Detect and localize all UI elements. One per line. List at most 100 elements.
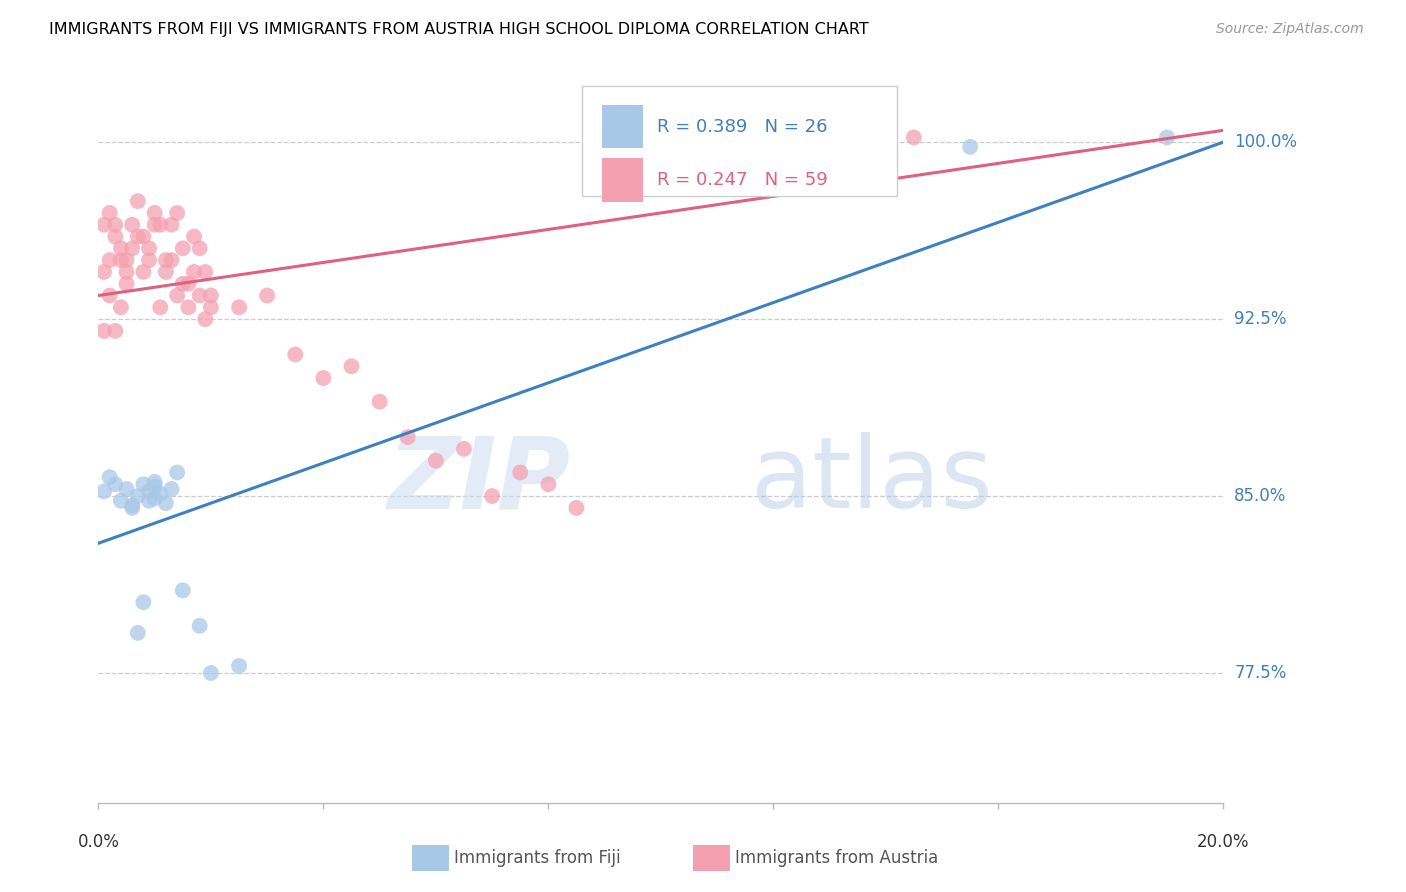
FancyBboxPatch shape (582, 86, 897, 195)
Text: 20.0%: 20.0% (1197, 833, 1250, 851)
Point (177, 277, 200, 291)
Text: 0.0%: 0.0% (77, 833, 120, 851)
Point (98, 206, 121, 220)
Text: R = 0.247   N = 59: R = 0.247 N = 59 (658, 171, 828, 189)
Point (453, 442, 475, 456)
Point (256, 288, 278, 302)
Point (368, 394, 391, 409)
Point (93, 218, 115, 232)
Point (183, 229, 205, 244)
Point (127, 489, 149, 503)
Point (160, 218, 183, 232)
Point (228, 301, 250, 315)
Point (155, 265, 177, 279)
Point (200, 288, 222, 302)
Point (183, 265, 205, 279)
Point (110, 493, 132, 508)
Point (188, 619, 211, 633)
Point (115, 265, 138, 279)
Point (138, 253, 160, 268)
Point (132, 477, 155, 491)
Point (200, 301, 222, 315)
Point (93, 324, 115, 338)
Point (155, 496, 177, 510)
Point (396, 430, 419, 444)
Point (143, 475, 166, 489)
Point (127, 194, 149, 208)
Text: IMMIGRANTS FROM FIJI VS IMMIGRANTS FROM AUSTRIA HIGH SCHOOL DIPLOMA CORRELATION : IMMIGRANTS FROM FIJI VS IMMIGRANTS FROM … (49, 22, 869, 37)
Point (104, 477, 127, 491)
Point (340, 359, 363, 374)
Point (127, 626, 149, 640)
Point (188, 241, 211, 255)
Point (200, 666, 222, 681)
Text: 77.5%: 77.5% (1234, 664, 1286, 682)
Text: Source: ZipAtlas.com: Source: ZipAtlas.com (1216, 22, 1364, 37)
Text: Immigrants from Austria: Immigrants from Austria (735, 849, 939, 867)
Point (104, 218, 127, 232)
Point (160, 253, 183, 268)
Text: ZIP: ZIP (388, 433, 571, 530)
Point (138, 241, 160, 255)
Point (143, 491, 166, 506)
Point (143, 480, 166, 494)
Point (1156, 130, 1178, 145)
Point (425, 453, 447, 467)
Point (132, 229, 155, 244)
Point (115, 253, 138, 268)
Point (98, 253, 121, 268)
FancyBboxPatch shape (602, 159, 643, 202)
Point (110, 301, 132, 315)
Point (110, 253, 132, 268)
Point (166, 206, 188, 220)
Point (509, 466, 531, 480)
Point (177, 301, 200, 315)
Point (93, 265, 115, 279)
Point (98, 470, 121, 484)
Point (537, 477, 560, 491)
Point (115, 482, 138, 496)
Point (132, 595, 155, 609)
Text: R = 0.389   N = 26: R = 0.389 N = 26 (658, 118, 828, 136)
Point (138, 484, 160, 499)
Point (160, 482, 183, 496)
Text: 85.0%: 85.0% (1234, 487, 1286, 505)
Point (93, 484, 115, 499)
Point (121, 499, 143, 513)
Point (166, 288, 188, 302)
Point (143, 206, 166, 220)
Point (194, 312, 217, 326)
Text: 92.5%: 92.5% (1234, 310, 1286, 328)
Point (149, 301, 172, 315)
Point (143, 218, 166, 232)
Point (132, 265, 155, 279)
Point (172, 241, 194, 255)
Point (959, 140, 981, 154)
Point (149, 486, 172, 500)
Point (284, 347, 307, 361)
Point (121, 218, 143, 232)
Point (481, 489, 503, 503)
Point (155, 253, 177, 268)
Point (172, 277, 194, 291)
Point (104, 324, 127, 338)
Point (138, 493, 160, 508)
Point (127, 229, 149, 244)
Point (188, 288, 211, 302)
Text: atlas: atlas (751, 433, 993, 530)
Point (115, 277, 138, 291)
Point (149, 218, 172, 232)
FancyBboxPatch shape (602, 105, 643, 148)
Point (121, 500, 143, 515)
Point (98, 288, 121, 302)
Text: Immigrants from Fiji: Immigrants from Fiji (454, 849, 621, 867)
Point (166, 466, 188, 480)
Point (121, 241, 143, 255)
Point (110, 241, 132, 255)
Point (312, 371, 335, 385)
Point (194, 265, 217, 279)
Point (565, 500, 588, 515)
Point (104, 229, 127, 244)
Text: 100.0%: 100.0% (1234, 133, 1298, 151)
Point (903, 130, 925, 145)
